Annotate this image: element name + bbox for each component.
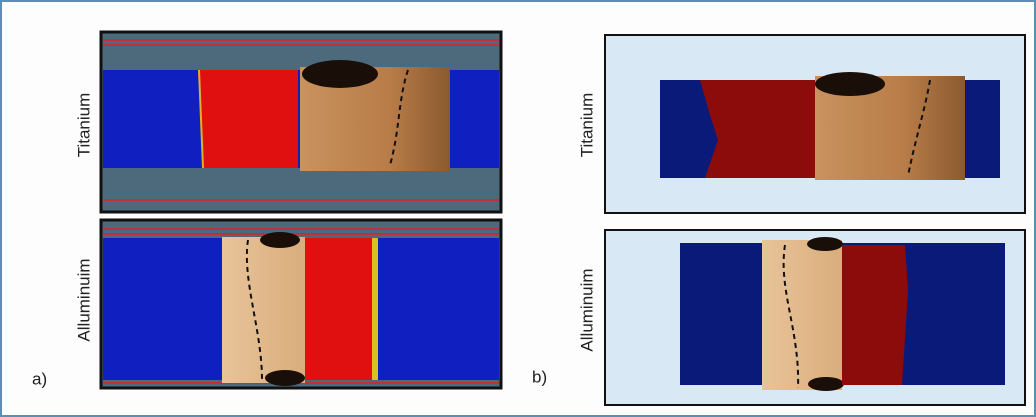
panel-b-titanium [605,35,1025,213]
row-label: Titanium [74,93,93,158]
panel-label: b) [532,367,547,386]
row-label: Titanium [577,93,596,158]
panel-a-titanium [101,32,501,212]
panel-a-aluminium [101,220,501,388]
row-label: Alluminuim [74,258,93,341]
figure: Titanium Alluminuim Titanium Alluminuim … [0,0,1036,417]
panel-b-aluminium [605,230,1025,405]
row-label: Alluminuim [577,268,596,351]
panel-label: a) [32,369,47,388]
